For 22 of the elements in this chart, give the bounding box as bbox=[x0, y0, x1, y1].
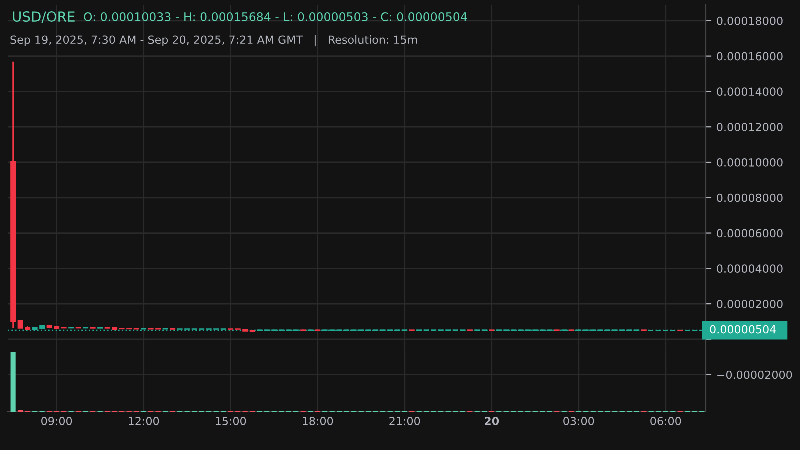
x-tick-label: 20 bbox=[485, 417, 500, 426]
y-tick-label: 0.00018000 bbox=[717, 16, 783, 26]
x-tick-label: 06:00 bbox=[650, 417, 682, 426]
annotation: Sep 19, 2025, 7:30 AM - Sep 20, 2025, 7:21 AM GMT | Resolution: 15m bbox=[10, 35, 418, 47]
y-tick-label: 0.00016000 bbox=[717, 52, 783, 61]
y-tick-label: 0.00004000 bbox=[717, 264, 783, 274]
x-tick-label: 03:00 bbox=[564, 417, 594, 426]
y-tick-label: 0.00012000 bbox=[717, 123, 783, 132]
y-tick-label: −0.00002000 bbox=[718, 370, 792, 380]
x-tick-label: 12:00 bbox=[129, 417, 160, 426]
x-tick-label: 15:00 bbox=[216, 417, 246, 426]
text: O: 0.00010033 - H: 0.00015684 - L: 0.00000503 - C: 0.00000504 bbox=[84, 12, 468, 22]
y-tick-label: 0.00014000 bbox=[717, 88, 783, 96]
y-tick-label: 0.00010000 bbox=[717, 158, 783, 167]
x-tick-label: 09:00 bbox=[42, 417, 72, 426]
y-tick-label: 0.00002000 bbox=[717, 300, 783, 308]
chart-title: USD/ORE bbox=[13, 12, 75, 24]
y-tick-label: 0.00006000 bbox=[717, 229, 783, 238]
x-tick-label: 21:00 bbox=[390, 417, 420, 426]
x-tick-label: 18:00 bbox=[303, 417, 334, 426]
y-tick-label: 0.00008000 bbox=[717, 194, 783, 202]
ref-line-label: 0.00000504 bbox=[710, 325, 776, 334]
